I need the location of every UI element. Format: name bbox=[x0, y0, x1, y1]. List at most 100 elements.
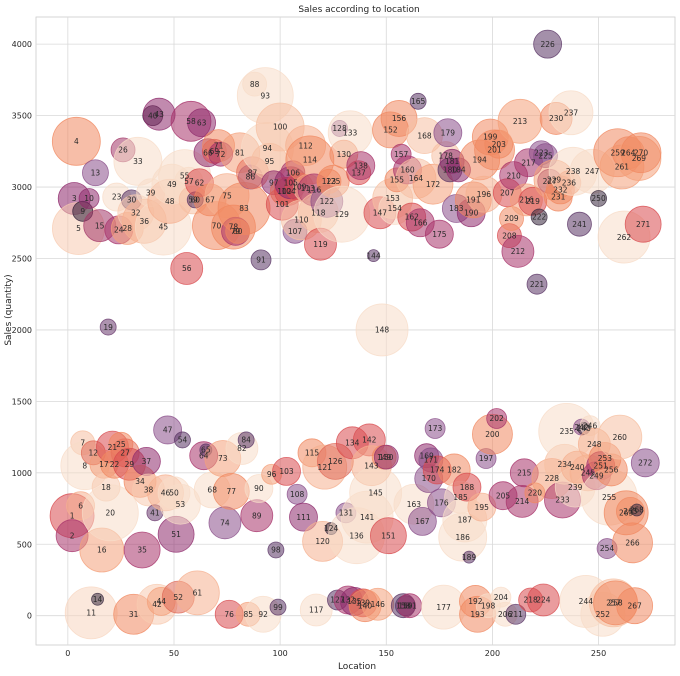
bubble-label: 6 bbox=[78, 501, 83, 510]
bubble-label: 60 bbox=[190, 196, 200, 205]
bubble-label: 161 bbox=[402, 601, 417, 610]
bubble-label: 107 bbox=[288, 227, 303, 236]
bubble-label: 218 bbox=[523, 596, 538, 605]
bubble-202 bbox=[486, 408, 508, 429]
bubble-label: 62 bbox=[195, 178, 205, 187]
bubble-label: 158 bbox=[396, 601, 411, 610]
bubble-label: 94 bbox=[263, 144, 273, 153]
bubble-133 bbox=[327, 110, 373, 156]
bubble-label: 69 bbox=[210, 147, 220, 156]
bubble-label: 47 bbox=[163, 426, 173, 435]
bubble-label: 134 bbox=[345, 439, 360, 448]
bubble-label: 162 bbox=[405, 213, 420, 222]
bubble-label: 58 bbox=[186, 117, 196, 126]
bubble-label: 102 bbox=[277, 187, 292, 196]
bubble-label: 43 bbox=[154, 110, 164, 119]
bubble-label: 67 bbox=[205, 196, 215, 205]
bubble-label: 114 bbox=[303, 156, 318, 165]
bubble-label: 126 bbox=[328, 457, 343, 466]
bubble-label: 179 bbox=[441, 128, 456, 137]
bubble-label: 9 bbox=[80, 207, 85, 216]
bubble-98 bbox=[267, 541, 285, 559]
bubble-label: 113 bbox=[301, 184, 316, 193]
bubble-188 bbox=[452, 472, 482, 502]
bubble-label: 235 bbox=[560, 427, 575, 436]
bubble-label: 80 bbox=[233, 227, 243, 236]
x-tick-label: 200 bbox=[485, 649, 500, 658]
y-tick-label: 1000 bbox=[12, 469, 32, 478]
bubble-label: 100 bbox=[273, 123, 288, 132]
bubble-label: 34 bbox=[135, 477, 145, 486]
bubble-111 bbox=[289, 502, 318, 532]
bubble-label: 99 bbox=[273, 603, 283, 612]
bubble-label: 122 bbox=[320, 197, 335, 206]
bubble-label: 249 bbox=[589, 471, 604, 480]
bubble-250 bbox=[590, 190, 607, 207]
bubble-label: 53 bbox=[176, 500, 186, 509]
bubble-label: 139 bbox=[356, 599, 371, 608]
bubble-label: 180 bbox=[443, 166, 458, 175]
bubble-label: 141 bbox=[360, 513, 375, 522]
bubble-label: 188 bbox=[460, 483, 475, 492]
y-tick-label: 4000 bbox=[12, 40, 32, 49]
bubble-label: 233 bbox=[555, 496, 570, 505]
bubble-label: 208 bbox=[502, 231, 517, 240]
bubble-212 bbox=[501, 234, 535, 268]
bubble-label: 118 bbox=[311, 208, 326, 217]
bubble-label: 76 bbox=[224, 610, 234, 619]
bubble-label: 270 bbox=[634, 148, 649, 157]
bubble-56 bbox=[170, 252, 204, 285]
bubble-63 bbox=[187, 108, 216, 138]
bubble-272 bbox=[630, 448, 660, 478]
bubble-167 bbox=[407, 507, 437, 536]
bubble-label: 45 bbox=[159, 223, 169, 232]
bubble-label: 206 bbox=[498, 610, 513, 619]
bubble-label: 210 bbox=[506, 171, 521, 180]
x-tick-label: 0 bbox=[65, 649, 70, 658]
bubble-label: 261 bbox=[615, 163, 630, 172]
bubble-label: 81 bbox=[235, 148, 245, 157]
bubble-label: 66 bbox=[203, 148, 213, 157]
bubble-label: 75 bbox=[222, 191, 232, 200]
bubble-label: 252 bbox=[596, 610, 611, 619]
bubble-label: 91 bbox=[256, 256, 266, 265]
bubble-label: 17 bbox=[99, 460, 109, 469]
bubble-label: 21 bbox=[108, 443, 118, 452]
bubble-label: 254 bbox=[600, 544, 615, 553]
bubble-266 bbox=[612, 522, 653, 564]
x-tick-label: 100 bbox=[272, 649, 287, 658]
y-tick-label: 500 bbox=[17, 540, 32, 549]
bubble-label: 166 bbox=[413, 218, 428, 227]
bubble-label: 120 bbox=[315, 537, 330, 546]
bubble-label: 95 bbox=[265, 157, 275, 166]
bubble-label: 2 bbox=[70, 531, 75, 540]
bubble-label: 14 bbox=[93, 595, 103, 604]
bubble-237 bbox=[548, 90, 594, 136]
bubble-label: 194 bbox=[473, 156, 488, 165]
bubble-label: 199 bbox=[483, 133, 498, 142]
bubble-35 bbox=[123, 531, 161, 569]
bubble-label: 104 bbox=[281, 187, 296, 196]
bubble-label: 77 bbox=[227, 487, 237, 496]
bubble-label: 173 bbox=[428, 424, 443, 433]
bubble-label: 86 bbox=[246, 173, 256, 182]
bubble-271 bbox=[624, 205, 662, 243]
bubble-label: 229 bbox=[547, 176, 562, 185]
bubble-221 bbox=[526, 273, 548, 295]
bubble-label: 26 bbox=[118, 146, 128, 155]
bubble-label: 265 bbox=[623, 507, 638, 516]
bubble-label: 12 bbox=[89, 449, 99, 458]
bubble-label: 267 bbox=[628, 601, 643, 610]
bubble-label: 269 bbox=[632, 154, 647, 163]
bubble-label: 133 bbox=[343, 128, 358, 137]
bubble-label: 237 bbox=[564, 108, 579, 117]
bubble-label: 211 bbox=[509, 610, 524, 619]
y-tick-label: 3500 bbox=[12, 112, 32, 121]
bubble-label: 247 bbox=[585, 167, 600, 176]
bubble-label: 201 bbox=[487, 146, 502, 155]
bubble-label: 143 bbox=[364, 461, 379, 470]
bubble-label: 152 bbox=[383, 126, 398, 135]
bubble-138 bbox=[346, 151, 376, 181]
bubble-label: 22 bbox=[110, 460, 120, 469]
bubble-222 bbox=[530, 208, 548, 226]
